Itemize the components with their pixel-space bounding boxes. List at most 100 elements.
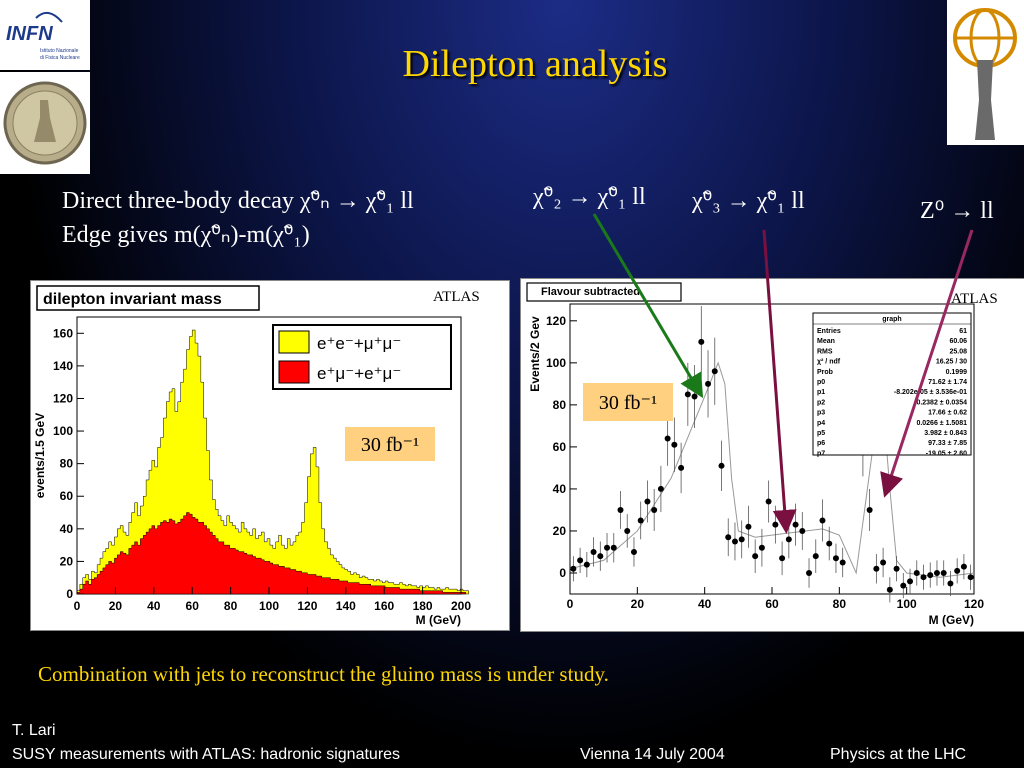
legend-swatch <box>278 360 310 384</box>
data-point <box>886 586 893 593</box>
data-point <box>927 572 934 579</box>
x-tick-label: 80 <box>833 597 847 611</box>
chart-title: Flavour subtracted <box>541 286 640 298</box>
stats-key: χ² / ndf <box>817 359 841 366</box>
label-z-decay: Z⁰ → ll <box>920 198 994 224</box>
data-point <box>907 578 914 585</box>
data-point <box>691 393 698 400</box>
data-point <box>604 544 611 551</box>
x-tick-label: 20 <box>631 597 645 611</box>
data-point <box>651 506 658 513</box>
label-chi2-decay: χ̃⁰₂ → χ̃⁰₁ ll <box>533 184 646 210</box>
data-point <box>644 498 651 505</box>
stats-key: Prob <box>817 369 833 376</box>
x-tick-label: 60 <box>765 597 779 611</box>
stats-value: -8.202e-05 ± 3.536e-01 <box>894 389 967 396</box>
footer-conference: Physics at the LHC <box>830 746 967 763</box>
data-point <box>779 555 786 562</box>
stats-key: p7 <box>817 450 825 457</box>
data-point <box>570 565 577 572</box>
stats-key: Mean <box>817 338 835 345</box>
infn-logo-graphic: INFN Istituto Nazionale di Fisica Nuclea… <box>6 11 80 61</box>
data-point <box>725 534 732 541</box>
x-tick-label: 0 <box>567 597 574 611</box>
dilepton-mass-chart: 0 20 40 60 80 100 120 140 160 180 200 0 20 40 60 80 100 1… <box>33 285 480 627</box>
infn-sub1: Istituto Nazionale <box>40 48 79 54</box>
stats-value: 25.08 <box>949 348 967 355</box>
stats-key: p1 <box>817 389 825 396</box>
x-tick-label: 100 <box>897 597 917 611</box>
data-point <box>819 517 826 524</box>
data-point <box>738 536 745 543</box>
data-point <box>920 574 927 581</box>
medal-icon <box>3 81 87 165</box>
y-tick-label: 0 <box>66 587 73 601</box>
y-tick-label: 20 <box>60 554 74 568</box>
data-point <box>705 380 712 387</box>
stats-key: p4 <box>817 420 825 427</box>
stats-value: 71.62 ± 1.74 <box>928 379 967 386</box>
x-tick-label: 80 <box>224 599 238 613</box>
legend-entry-label: e⁺μ⁻+e⁺μ⁻ <box>317 364 401 383</box>
x-tick-label: 40 <box>698 597 712 611</box>
infn-logo-arc <box>35 11 63 23</box>
footer-author: T. Lari <box>12 722 56 739</box>
slide-title: Dilepton analysis <box>402 43 668 85</box>
chart-panel-right: 0 20 40 60 80 100 120 0 20 40 60 80 100 120 M (GeV) Eve… <box>520 278 1024 632</box>
y-tick-label: 60 <box>553 440 567 454</box>
stats-value: 17.66 ± 0.62 <box>928 410 967 417</box>
stats-value: 97.33 ± 7.85 <box>928 440 967 447</box>
y-tick-label: 20 <box>553 524 567 538</box>
decay-text-line1: Direct three-body decay χ̃⁰ₙ → χ̃⁰₁ ll <box>62 188 414 214</box>
stats-value: 3.982 ± 0.843 <box>924 430 967 437</box>
stats-value: 60.06 <box>949 338 967 345</box>
x-tick-label: 120 <box>297 599 317 613</box>
data-point <box>772 521 779 528</box>
data-point <box>637 517 644 524</box>
y-tick-label: 100 <box>53 424 73 438</box>
data-point <box>799 527 806 534</box>
stats-value: 0.0266 ± 1.5081 <box>916 420 967 427</box>
atlas-logo <box>947 0 1024 145</box>
lumi-box <box>345 427 435 461</box>
stats-key: RMS <box>817 348 833 355</box>
y-tick-label: 120 <box>546 314 566 328</box>
slide-caption: Combination with jets to reconstruct the… <box>38 662 609 686</box>
data-point <box>880 559 887 566</box>
legend-entry-label: e⁺e⁻+μ⁺μ⁻ <box>317 334 401 353</box>
fit-curve <box>569 361 975 578</box>
stats-key: p3 <box>817 410 825 417</box>
data-point <box>731 538 738 545</box>
data-point <box>617 506 624 513</box>
stats-value: 16.25 / 30 <box>936 359 967 366</box>
data-point <box>893 565 900 572</box>
stats-value: 61 <box>959 328 967 335</box>
x-tick-label: 20 <box>109 599 123 613</box>
y-tick-label: 80 <box>553 398 567 412</box>
data-point <box>597 553 604 560</box>
y-tick-label: 140 <box>53 359 73 373</box>
data-point <box>900 582 907 589</box>
data-point <box>745 523 752 530</box>
y-tick-label: 160 <box>53 326 73 340</box>
infn-logo-text: INFN <box>6 23 53 45</box>
stats-value: 0.1999 <box>946 369 968 376</box>
data-point <box>630 548 637 555</box>
stats-value: 0.2382 ± 0.0354 <box>916 399 967 406</box>
data-point <box>933 569 940 576</box>
data-point <box>960 563 967 570</box>
legend-swatch <box>278 330 310 354</box>
data-point <box>832 555 839 562</box>
atlas-figure-icon <box>953 8 1017 140</box>
data-point <box>590 548 597 555</box>
x-tick-label: 40 <box>147 599 161 613</box>
stats-key: p0 <box>817 379 825 386</box>
chart-title-box <box>36 285 260 311</box>
data-point <box>583 561 590 568</box>
data-point <box>684 391 691 398</box>
data-point <box>940 569 947 576</box>
infn-sub2: di Fisica Nucleare <box>40 55 80 61</box>
data-point <box>718 462 725 469</box>
y-axis-label: events/1.5 GeV <box>33 413 47 498</box>
lumi-label: 30 fb⁻¹ <box>599 392 657 414</box>
